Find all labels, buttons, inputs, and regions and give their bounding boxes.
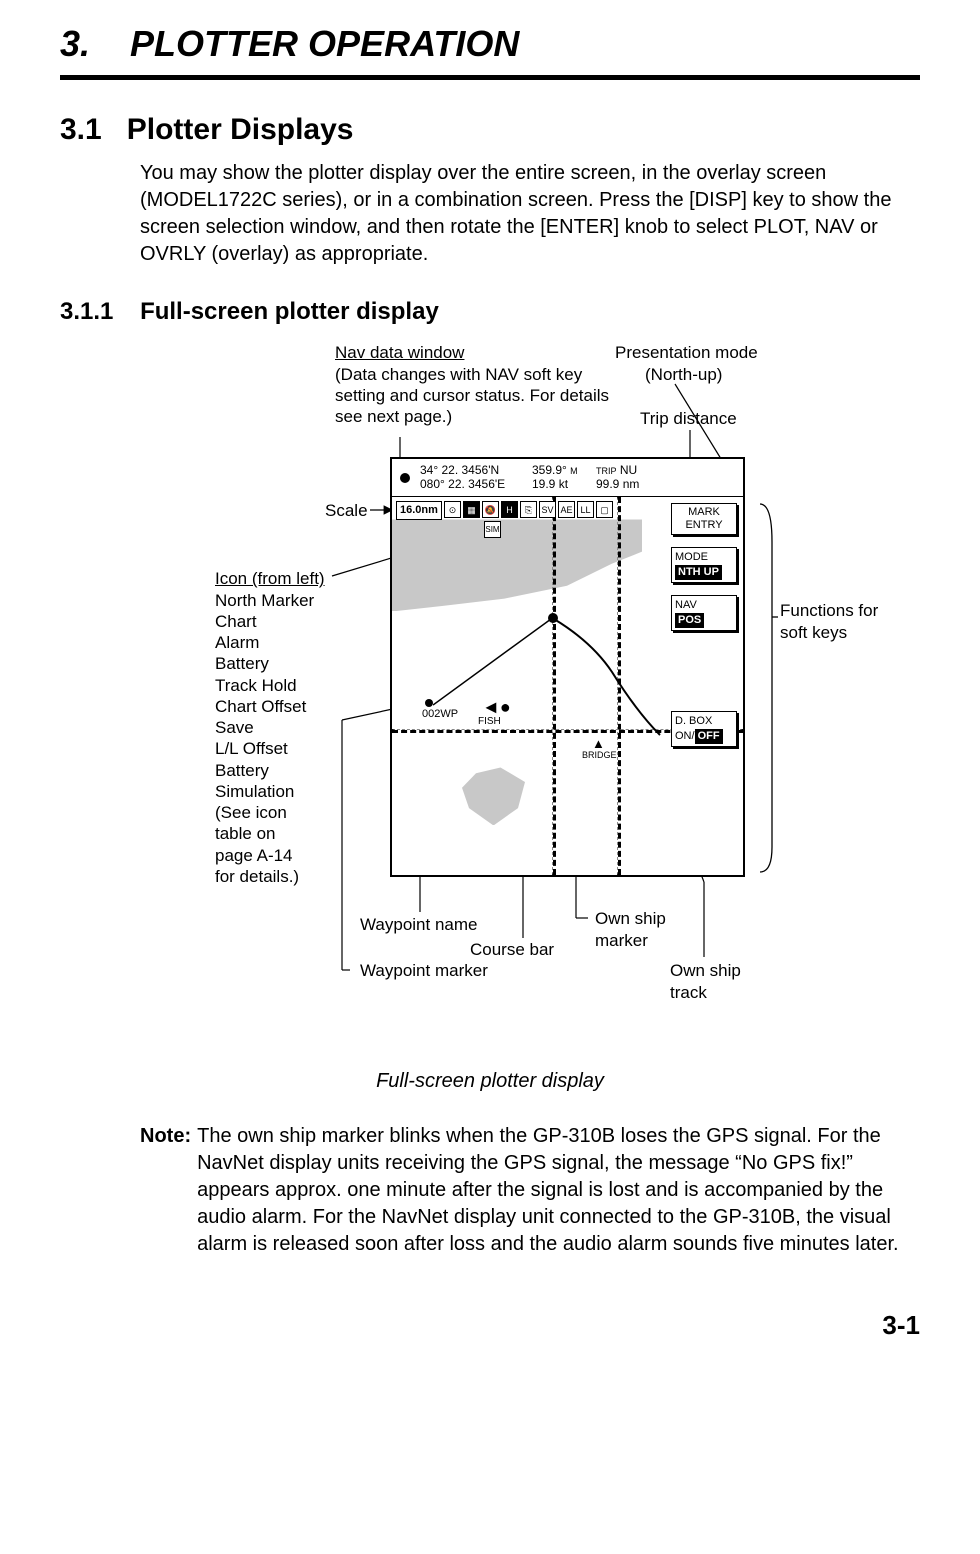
- waypoint-name: 002WP: [422, 707, 458, 722]
- chapter-title: PLOTTER OPERATION: [130, 23, 519, 64]
- callout-trip-distance: Trip distance: [640, 408, 737, 429]
- callout-presentation-mode: Presentation mode (North-up): [615, 342, 758, 385]
- callout-waypoint-name: Waypoint name: [360, 914, 477, 935]
- chapter-rule: [60, 75, 920, 80]
- chart-offset-icon: SV: [539, 501, 556, 518]
- landmass-2: [462, 767, 532, 825]
- nav-data-bar: 34° 22. 3456'N 080° 22. 3456'E 359.9° M …: [392, 459, 743, 497]
- figure-caption: Full-screen plotter display: [60, 1068, 920, 1095]
- section-heading: 3.1 Plotter Displays: [60, 110, 920, 151]
- callout-icon-body: North Marker Chart Alarm Battery Track H…: [215, 591, 314, 886]
- subsection-title: Full-screen plotter display: [140, 298, 439, 325]
- page-number: 3-1: [60, 1308, 920, 1343]
- callout-course-bar: Course bar: [470, 939, 554, 960]
- trip-mode: NU: [620, 463, 637, 477]
- callout-nav-window-rest: (Data changes with NAV soft key setting …: [335, 365, 609, 427]
- waypoint-marker: [425, 699, 433, 707]
- figure: Nav data window (Data changes with NAV s…: [60, 342, 920, 1062]
- softkey-mark-entry[interactable]: MARK ENTRY: [671, 503, 737, 534]
- north-marker-icon: ⊙: [444, 501, 461, 518]
- battery2-icon: ▢: [596, 501, 613, 518]
- chapter-heading: 3. PLOTTER OPERATION: [60, 20, 920, 69]
- subsection-heading: 3.1.1 Full-screen plotter display: [60, 296, 920, 328]
- section-title: Plotter Displays: [127, 113, 354, 146]
- chapter-number: 3.: [60, 23, 90, 64]
- speed: 19.9 kt: [532, 478, 592, 492]
- note-label: Note:: [140, 1123, 191, 1258]
- map-area: 16.0nm ⊙ ▦ 🔕 H ⎘ SV AE LL ▢ SIM: [392, 497, 743, 875]
- scale-box: 16.0nm: [396, 501, 442, 520]
- note-text: The own ship marker blinks when the GP-3…: [197, 1123, 920, 1258]
- section-number: 3.1: [60, 113, 102, 146]
- own-ship-track: [552, 617, 662, 737]
- callout-functions: Functions for soft keys: [780, 600, 878, 643]
- callout-own-ship-track: Own ship track: [670, 960, 741, 1003]
- note-block: Note: The own ship marker blinks when th…: [140, 1123, 920, 1258]
- trip-value: 99.9 nm: [596, 478, 658, 492]
- callout-nav-window: Nav data window (Data changes with NAV s…: [335, 342, 615, 427]
- callout-scale: Scale: [325, 500, 368, 521]
- callout-icon-u: Icon (from left): [215, 569, 325, 588]
- softkey-mode[interactable]: MODE NTH UP: [671, 547, 737, 583]
- longitude: 080° 22. 3456'E: [420, 478, 528, 492]
- bullet-icon: [400, 473, 410, 483]
- callout-nav-window-u: Nav data window: [335, 343, 464, 362]
- callout-waypoint-marker: Waypoint marker: [360, 960, 488, 981]
- save-icon: AE: [558, 501, 575, 518]
- chart-icon: ▦: [463, 501, 480, 518]
- icon-row: ⊙ ▦ 🔕 H ⎘ SV AE LL ▢: [444, 501, 613, 518]
- trip-label: TRIP: [596, 466, 617, 476]
- sim-icon: SIM: [484, 521, 501, 538]
- course-bar: [433, 619, 553, 707]
- plotter-screen: 34° 22. 3456'N 080° 22. 3456'E 359.9° M …: [390, 457, 745, 877]
- softkey-nav[interactable]: NAV POS: [671, 595, 737, 631]
- alarm-icon: 🔕: [482, 501, 499, 518]
- softkey-dbox[interactable]: D. BOX ON/OFF: [671, 711, 737, 747]
- callout-own-ship-marker: Own ship marker: [595, 908, 666, 951]
- intro-paragraph: You may show the plotter display over th…: [140, 160, 920, 268]
- landmass-1: [392, 519, 642, 611]
- ll-offset-icon: LL: [577, 501, 594, 518]
- track-hold-icon: ⎘: [520, 501, 537, 518]
- callout-icon-list: Icon (from left) North Marker Chart Alar…: [215, 568, 355, 887]
- subsection-number: 3.1.1: [60, 298, 113, 325]
- icon-row-2: SIM: [484, 521, 501, 538]
- bearing-unit: M: [570, 466, 578, 476]
- fish-label: FISH: [478, 715, 501, 729]
- latitude: 34° 22. 3456'N: [420, 464, 528, 478]
- bridge-label: BRIDGE: [582, 749, 617, 761]
- battery-icon: H: [501, 501, 518, 518]
- bearing: 359.9°: [532, 463, 567, 477]
